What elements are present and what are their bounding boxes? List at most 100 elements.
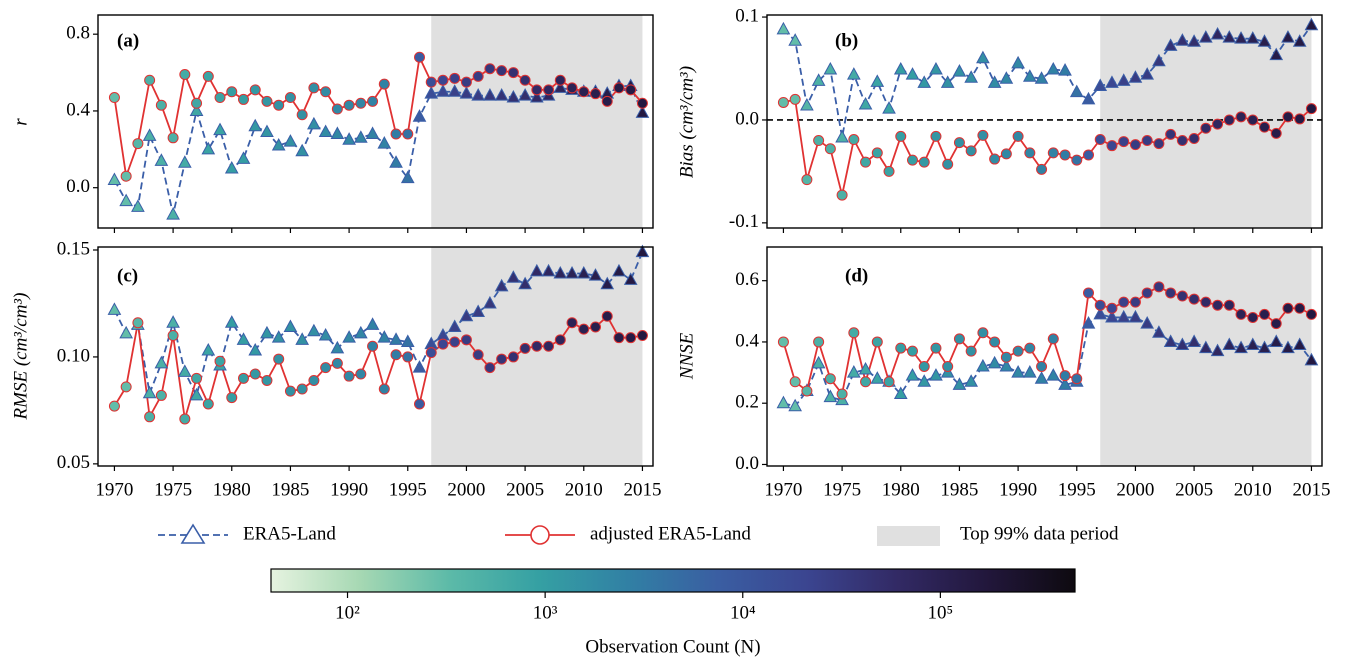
- marker: [271, 330, 286, 343]
- marker: [120, 381, 132, 393]
- marker: [1187, 34, 1201, 47]
- marker: [1200, 122, 1212, 134]
- marker: [507, 67, 519, 79]
- marker: [918, 360, 930, 372]
- marker: [484, 63, 496, 75]
- marker: [506, 89, 521, 103]
- marker: [1129, 296, 1141, 308]
- marker: [1081, 316, 1096, 329]
- marker: [1046, 368, 1061, 381]
- marker: [343, 370, 355, 382]
- marker: [437, 338, 449, 350]
- marker: [836, 189, 848, 201]
- marker: [1305, 308, 1317, 320]
- marker: [237, 372, 249, 384]
- marker: [1222, 30, 1237, 43]
- marker: [1292, 337, 1307, 351]
- shaded-period: [431, 15, 643, 228]
- marker: [355, 97, 367, 109]
- marker: [999, 358, 1014, 372]
- marker: [296, 383, 308, 395]
- x-tick-label: 1970: [95, 479, 133, 500]
- x-tick-label: 1975: [154, 479, 192, 500]
- marker: [1094, 134, 1106, 146]
- marker: [1282, 302, 1294, 314]
- y-axis-label: r: [10, 118, 31, 126]
- marker: [1165, 287, 1177, 299]
- marker: [283, 134, 298, 147]
- marker: [496, 65, 508, 77]
- marker: [1223, 114, 1235, 126]
- marker: [860, 156, 872, 168]
- marker: [518, 88, 532, 101]
- marker: [249, 368, 261, 380]
- marker: [1212, 118, 1224, 130]
- marker: [860, 376, 872, 388]
- marker: [893, 386, 908, 400]
- marker: [789, 376, 801, 388]
- marker: [1093, 78, 1108, 91]
- marker: [1106, 302, 1118, 314]
- y-tick-label: 0.4: [735, 330, 759, 351]
- marker: [1128, 309, 1143, 323]
- marker: [472, 349, 484, 361]
- marker: [554, 334, 566, 346]
- marker: [1036, 163, 1048, 175]
- marker: [202, 398, 214, 410]
- y-axis-label: RMSE (cm³/cm³): [10, 293, 31, 421]
- marker: [987, 75, 1002, 88]
- marker: [402, 128, 414, 140]
- plot-frame: [766, 14, 1323, 229]
- marker: [1176, 290, 1188, 302]
- marker: [414, 51, 426, 63]
- x-tick-label: 2015: [1292, 479, 1330, 500]
- marker: [1245, 337, 1260, 351]
- marker: [107, 302, 122, 315]
- marker: [953, 333, 965, 345]
- marker: [1269, 334, 1284, 347]
- marker: [613, 82, 625, 94]
- series-line: [113, 314, 643, 420]
- series-line: [782, 285, 1312, 397]
- marker: [1069, 84, 1084, 98]
- marker: [449, 72, 461, 84]
- marker: [425, 347, 437, 359]
- marker: [1012, 345, 1024, 357]
- marker: [214, 355, 226, 367]
- marker: [625, 332, 637, 344]
- marker: [882, 101, 896, 114]
- marker: [1234, 340, 1248, 354]
- marker: [377, 330, 392, 343]
- marker: [494, 88, 509, 101]
- legend-label: ERA5-Land: [243, 523, 336, 544]
- marker: [777, 96, 789, 108]
- y-tick-label: 0.1: [735, 5, 759, 26]
- marker: [1141, 135, 1153, 147]
- marker: [261, 374, 273, 386]
- marker: [531, 84, 543, 96]
- marker: [214, 92, 226, 104]
- marker: [1071, 373, 1083, 385]
- marker: [367, 95, 379, 107]
- marker: [389, 155, 403, 168]
- marker: [987, 355, 1002, 369]
- marker: [871, 147, 883, 159]
- marker: [284, 92, 296, 104]
- marker: [283, 319, 298, 332]
- marker: [870, 371, 885, 384]
- marker: [390, 349, 402, 361]
- marker: [1247, 114, 1259, 126]
- marker: [953, 137, 965, 149]
- marker: [601, 95, 613, 107]
- marker: [330, 126, 345, 139]
- marker: [590, 321, 602, 333]
- marker: [1058, 63, 1072, 76]
- marker: [531, 340, 543, 352]
- marker: [835, 129, 849, 143]
- marker: [320, 86, 332, 98]
- x-tick-label: 1985: [940, 479, 978, 500]
- marker: [296, 109, 308, 121]
- marker: [273, 99, 285, 111]
- marker: [566, 317, 578, 329]
